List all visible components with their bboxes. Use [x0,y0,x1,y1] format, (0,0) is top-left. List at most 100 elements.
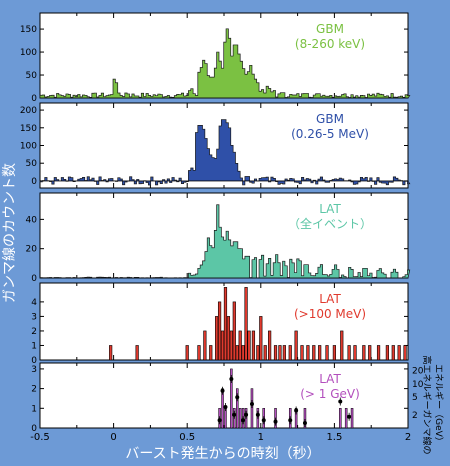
x-tick-label: 2 [405,432,411,443]
energy-point [241,418,246,423]
event-bar [306,345,310,361]
histogram-series [39,204,411,279]
event-bar [362,345,366,361]
x-tick-label: 1.5 [326,432,342,443]
event-bar [303,408,307,429]
y-tick-label: 0 [31,356,37,366]
panel-label: LAT [319,292,341,306]
y-tick-label: 1 [31,341,37,351]
energy-point [217,418,222,423]
event-bar [403,345,407,361]
y-tick-label: 4 [31,298,37,308]
y-tick-label: 3 [31,365,37,375]
event-bar [318,345,322,361]
event-bar [312,345,316,361]
event-bar [247,330,251,361]
event-bar [251,330,256,361]
event-bar [376,345,381,361]
panel-sublabel: (>100 MeV) [294,307,366,321]
event-bar [294,330,298,361]
x-tick-label: 0 [110,432,116,443]
event-bar [397,345,401,361]
event-bar [244,287,248,361]
event-bar [282,345,286,361]
event-bar [391,345,395,361]
y-tick-label: 50 [26,71,38,81]
event-bar [278,345,282,361]
panel-sublabel: (8-260 keV) [295,37,365,51]
y-tick-label: 100 [20,48,37,58]
energy-point [294,408,299,413]
event-bar [209,345,213,361]
y-tick-label: 3 [31,312,37,322]
energy-point [255,412,260,417]
event-bar [288,345,292,361]
y-tick-label: 0 [31,274,37,284]
energy-point [229,376,234,381]
event-bar [235,345,239,361]
panel-sublabel: (> 1 GeV) [300,387,360,401]
event-bar [215,316,219,361]
event-bar [332,345,337,361]
event-bar [250,388,254,429]
x-tick-label: 0.5 [179,432,195,443]
x-axis-label: バースト発生からの時刻（秒） [125,446,320,462]
panel-lat-1gev: 0 1 2 3 2 5 10 20 LAT(> 1 GeV) [31,362,424,434]
right-axis-label-line1: 高エネルギーガンマ線の [421,355,433,454]
event-bar [135,345,139,361]
right-axis-label-line2: エネルギー（GeV） [433,364,444,446]
y-tick-label: 100 [20,142,37,152]
event-bar [350,408,354,429]
y-tick-label: 200 [20,106,37,116]
energy-point [244,412,249,417]
panel-label: GBM [316,112,344,126]
energy-point [302,420,307,425]
energy-point [347,414,352,419]
event-bar [230,368,233,429]
histogram-series [39,28,411,99]
panel-sublabel: （全イベント） [288,216,372,231]
right-tick-label: 10 [412,380,424,390]
event-bar [238,408,242,429]
energy-point [235,395,240,400]
energy-point [249,402,254,407]
y-tick-label: 0 [31,424,37,434]
panel-lat-100mev: 0 1 2 3 4 LAT(>100 MeV) [31,282,409,366]
event-bar [347,345,351,361]
event-bar [268,330,272,361]
panel-label: GBM [316,22,344,36]
event-bar [197,345,201,361]
y-tick-label: 40 [26,215,38,225]
energy-point [220,388,225,393]
y-tick-label: 2 [31,385,37,395]
right-tick-label: 2 [412,411,418,421]
event-bar [229,330,233,361]
event-bar [226,316,231,361]
energy-point [223,405,228,410]
event-bar [273,345,278,361]
event-bar [235,388,239,429]
event-bar [368,345,372,361]
event-bar [339,408,342,429]
event-bar [220,330,225,361]
event-bar [203,330,207,361]
energy-point [261,418,266,423]
panel-gbm-high: 0 50 100 150 200 GBM(0.26-5 MeV) [20,102,411,189]
event-bar [340,330,344,361]
event-bar [344,408,348,429]
panel-lat-all: 0 20 40 LAT（全イベント） [26,192,411,284]
event-bar [325,345,329,361]
y-tick-label: 50 [26,159,38,169]
x-tick-label: -0.5 [30,432,50,443]
event-bar [223,287,228,361]
event-bar [238,330,242,361]
event-bar [224,408,227,429]
y-tick-label: 20 [26,245,38,255]
energy-point [273,419,278,424]
right-tick-label: 5 [412,393,418,403]
event-bar [385,345,389,361]
energy-point [288,418,293,423]
event-bar [232,301,236,361]
